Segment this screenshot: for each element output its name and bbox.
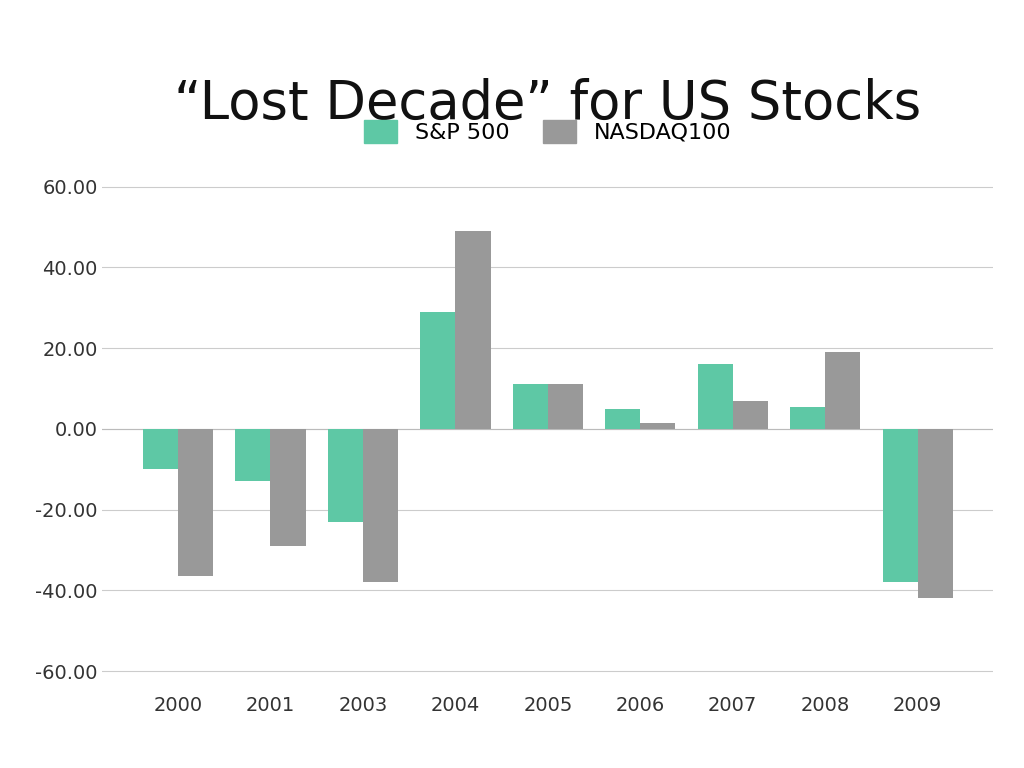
Bar [640,423,676,429]
Bar [825,353,860,429]
Bar [918,429,952,598]
Bar [883,429,918,582]
Bar [697,364,733,429]
Bar [605,409,640,429]
Bar [791,406,825,429]
Bar [420,312,456,429]
Bar [270,429,305,546]
Bar [362,429,398,582]
Bar [548,385,583,429]
Bar [178,429,213,576]
Title: “Lost Decade” for US Stocks: “Lost Decade” for US Stocks [174,78,922,130]
Bar [143,429,178,469]
Bar [456,231,490,429]
Bar [513,385,548,429]
Bar [733,401,768,429]
Legend: S&P 500, NASDAQ100: S&P 500, NASDAQ100 [357,114,738,150]
Bar [236,429,270,482]
Bar [328,429,362,521]
